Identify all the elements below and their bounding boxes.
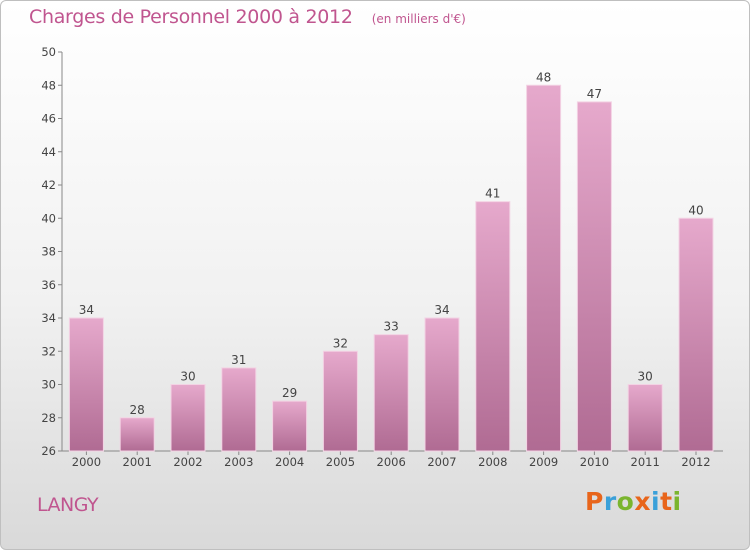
bar: [576, 101, 612, 452]
logo-letter: P: [585, 487, 604, 516]
y-tick-label: 32: [41, 344, 56, 358]
title-row: Charges de Personnel 2000 à 2012 (en mil…: [29, 6, 466, 28]
bar: [627, 384, 663, 452]
bar: [221, 367, 257, 452]
y-tick-label: 28: [41, 411, 56, 425]
bar: [322, 350, 358, 452]
data-label: 30: [638, 370, 653, 384]
x-tick-label: 2000: [72, 455, 101, 469]
x-tick-label: 2003: [224, 455, 253, 469]
y-tick-label: 34: [41, 311, 56, 325]
x-tick-label: 2011: [631, 455, 660, 469]
bar: [119, 417, 155, 452]
data-label: 29: [282, 386, 297, 400]
bar: [170, 384, 206, 452]
data-label: 33: [384, 320, 399, 334]
x-tick-label: 2009: [529, 455, 558, 469]
logo-letter: x: [634, 487, 651, 516]
y-tick-label: 36: [41, 278, 56, 292]
x-tick-label: 2010: [580, 455, 609, 469]
data-label: 34: [79, 303, 94, 317]
y-tick-label: 42: [41, 178, 56, 192]
x-tick-label: 2007: [427, 455, 456, 469]
data-label: 28: [130, 403, 145, 417]
y-tick-label: 44: [41, 145, 56, 159]
bar: [272, 400, 308, 452]
chart-subtitle: (en milliers d'€): [371, 12, 466, 26]
x-tick-label: 2008: [478, 455, 507, 469]
data-label: 31: [231, 353, 246, 367]
y-tick-label: 38: [41, 245, 56, 259]
y-tick-label: 30: [41, 378, 56, 392]
bar: [678, 217, 714, 452]
axes: 26 28 30 32 34 36 38 40 42 44 46 48 50 2000 2001 2002 20…: [41, 45, 723, 469]
x-tick-label: 2001: [123, 455, 152, 469]
place-name: LANGY: [37, 494, 99, 516]
bar: [475, 201, 511, 452]
y-tick-label: 48: [41, 78, 56, 92]
y-tick-label: 46: [41, 112, 56, 126]
data-label: 41: [485, 187, 500, 201]
x-tick-label: 2004: [275, 455, 304, 469]
logo-letter: o: [616, 487, 635, 516]
logo-letter: i: [651, 487, 661, 516]
bar: [373, 334, 409, 452]
data-labels: 34 28 30 31 29 32 33 34 41 48 47 30 40: [79, 70, 704, 417]
logo-letter: r: [603, 487, 617, 516]
chart-title: Charges de Personnel 2000 à 2012: [29, 6, 353, 28]
data-label: 40: [688, 203, 703, 217]
y-tick-label: 40: [41, 211, 56, 225]
bar: [68, 317, 104, 452]
proxiti-logo: Proxiti: [585, 487, 682, 516]
x-tick-label: 2006: [377, 455, 406, 469]
x-tick-label: 2012: [681, 455, 710, 469]
x-tick-label: 2005: [326, 455, 355, 469]
data-label: 34: [434, 303, 449, 317]
logo-letter: t: [660, 487, 673, 516]
y-tick-label: 50: [41, 45, 56, 59]
y-tick-label: 26: [41, 444, 56, 458]
x-tick-label: 2002: [173, 455, 202, 469]
data-label: 47: [587, 87, 602, 101]
logo-letter: i: [672, 487, 682, 516]
data-label: 30: [180, 370, 195, 384]
data-label: 48: [536, 70, 551, 84]
bars: [68, 84, 714, 452]
bar: [526, 84, 562, 452]
data-label: 32: [333, 336, 348, 350]
bar: [424, 317, 460, 452]
